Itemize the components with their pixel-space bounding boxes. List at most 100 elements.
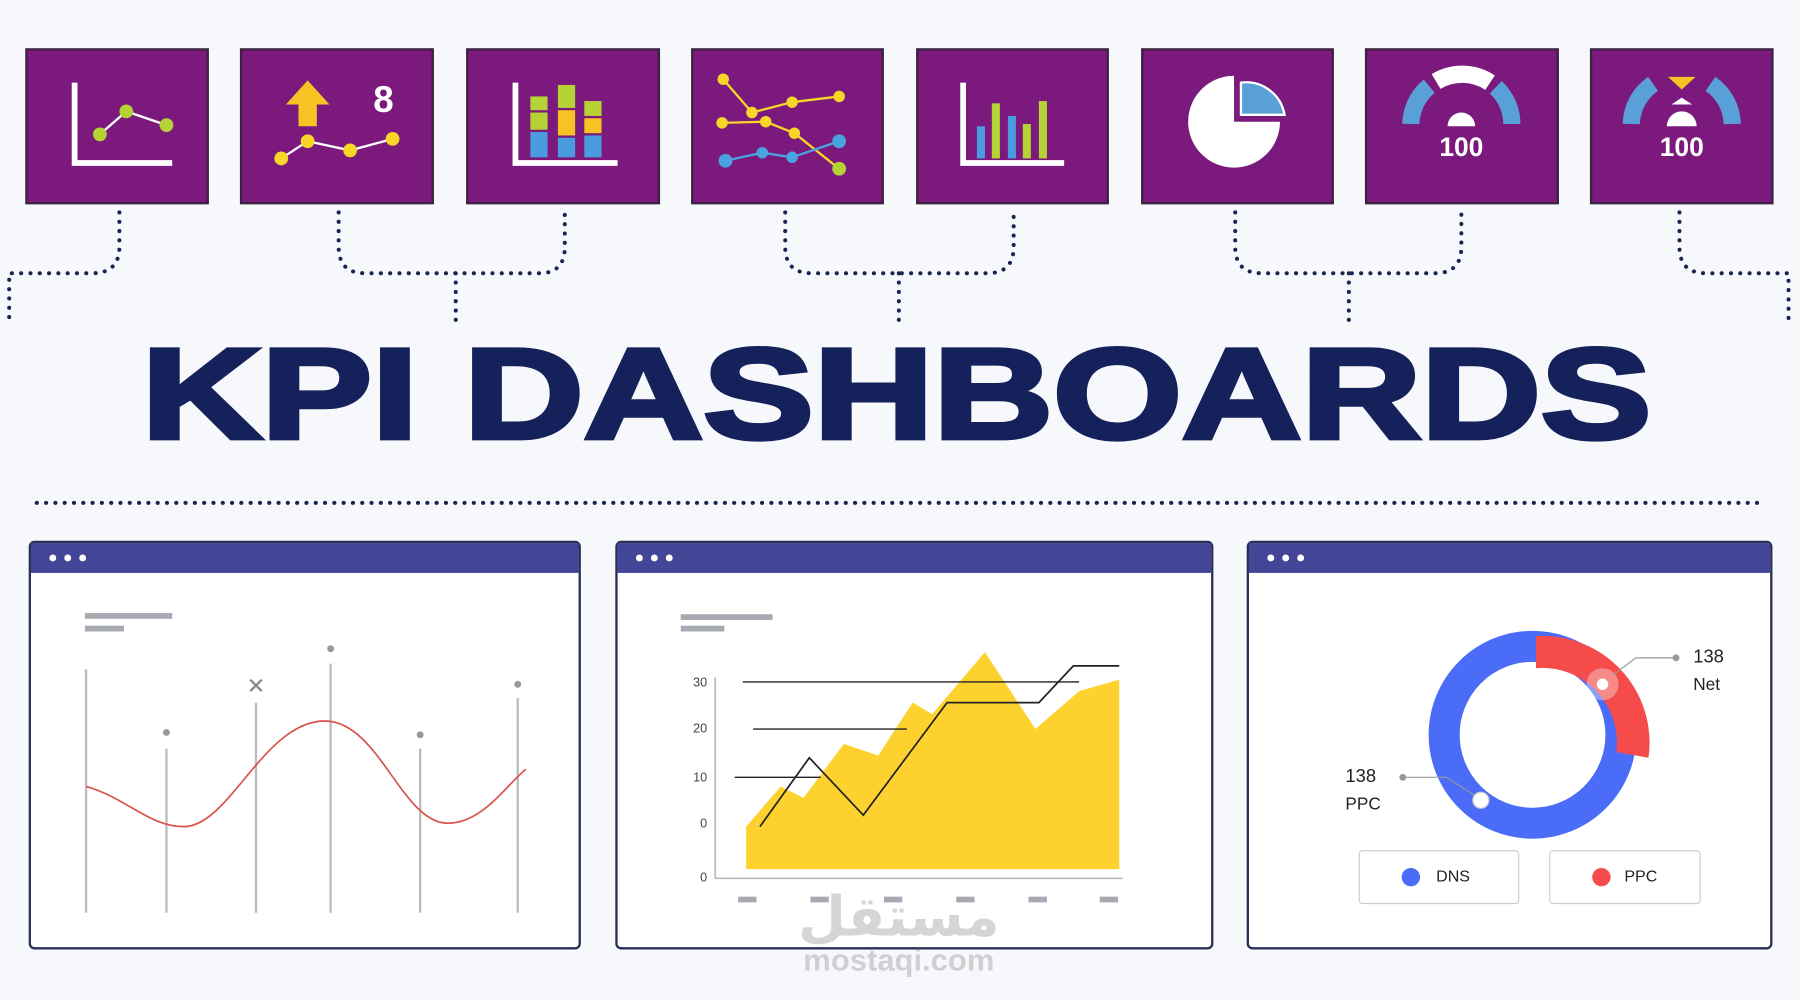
donut-panel-shape	[1612, 657, 1677, 676]
donut-panel-shape-shape	[1267, 554, 1275, 562]
y-label: 0	[700, 817, 707, 831]
wave-panel-shape	[30, 543, 579, 573]
icon-stacked-bars-shape	[557, 137, 576, 158]
icon-stacked-bars-shape	[557, 84, 576, 108]
y-label: 10	[693, 771, 707, 785]
icon-growth-shape	[300, 134, 315, 149]
wave-panel-shape	[84, 625, 124, 632]
icon-growth-shape	[239, 48, 434, 205]
area-panel-shape	[680, 625, 725, 632]
icon-number: 8	[373, 79, 393, 120]
icon-gauge-target-shape	[1622, 76, 1659, 125]
icon-line-chart-shape	[119, 104, 134, 119]
area-panel-shape	[714, 677, 1123, 880]
area-panel-shape	[617, 543, 1212, 573]
icon-stacked-bars-shape	[584, 118, 602, 134]
icon-bars-shape	[1007, 115, 1016, 159]
icon-pie-shape	[1239, 81, 1286, 116]
icon-network-shape	[722, 120, 840, 170]
icon-row: 8 100	[25, 48, 1774, 205]
donut-panel: 138 Net 138 PPC DNS PPC	[1246, 540, 1773, 950]
area-panel-shape-shape	[650, 554, 658, 562]
icon-growth: 8	[239, 48, 434, 205]
donut-panel-shape-shape	[1282, 554, 1290, 562]
wave-panel-shape-shape	[163, 729, 170, 736]
icon-line-chart-shape	[92, 127, 107, 142]
icon-line-chart-shape	[71, 82, 173, 166]
icon-network-shape	[832, 161, 847, 176]
area-panel: 30 20 10 0 0	[615, 540, 1214, 950]
icon-network-shape-shape	[718, 153, 733, 168]
wave-panel-shape-shape	[416, 731, 424, 739]
icon-network-shape-shape	[716, 117, 728, 129]
y-label: 20	[693, 721, 707, 735]
area-panel-shape	[738, 896, 1119, 903]
area-panel-shape	[635, 554, 673, 562]
wave-panel-shape	[84, 613, 173, 619]
donut-panel-shape	[1535, 635, 1650, 758]
donut-panel-shape	[1402, 776, 1479, 799]
icon-network-shape-shape	[786, 151, 798, 164]
icon-stacked-bars-shape	[530, 132, 548, 158]
icon-pie	[1141, 48, 1334, 205]
icon-network-shape-shape	[756, 146, 768, 159]
icon-gauge-shape	[1489, 80, 1521, 125]
icon-bars-shape	[1022, 123, 1031, 159]
icon-line-chart	[25, 48, 209, 205]
legend-label: DNS	[1436, 867, 1470, 885]
icon-network-shape-shape	[832, 134, 847, 149]
connectors-shape	[783, 210, 1016, 326]
icon-gauge-target: 100	[1589, 48, 1774, 205]
callout-value: 138	[1345, 765, 1376, 786]
icon-gauge-shape	[1447, 112, 1476, 127]
icon-network-shape-shape	[833, 90, 845, 103]
icon-bars	[916, 48, 1109, 205]
donut-panel-shape	[1549, 850, 1701, 905]
icon-growth-shape	[385, 132, 400, 146]
icon-growth-shape	[285, 80, 330, 127]
y-label: 0	[700, 871, 707, 885]
watermark: مستقل mostaqi.com	[798, 885, 999, 977]
area-panel-shape	[680, 614, 773, 620]
wave-panel-shape-shape	[79, 554, 87, 562]
icon-growth-shape	[343, 143, 358, 158]
icon-bars-shape	[1038, 101, 1047, 159]
connectors-shape	[7, 210, 122, 326]
gauge-value: 100	[1660, 132, 1704, 162]
y-label: 30	[693, 675, 707, 689]
donut-panel-shape	[1248, 543, 1771, 573]
area-panel-shape-shape	[738, 896, 757, 903]
icon-gauge-target-shape	[1671, 97, 1693, 105]
donut-panel-shape	[1267, 554, 1305, 562]
main-title: KPI DASHBOARDS	[142, 323, 1652, 466]
icon-gauge-shape	[1431, 65, 1495, 91]
callout-label: PPC	[1345, 793, 1380, 813]
icon-network-shape	[716, 73, 845, 139]
icon-gauge-shape	[1402, 79, 1436, 125]
wave-panel-shape-shape	[64, 554, 72, 562]
connectors-shape	[1233, 210, 1464, 326]
icon-network-shape-shape	[759, 115, 772, 128]
wave-panel-shape	[85, 720, 527, 828]
icon-network-shape	[722, 78, 840, 114]
icon-gauge-target-shape	[1666, 111, 1697, 127]
connectors-shape	[1677, 210, 1791, 326]
area-panel-shape-shape	[635, 554, 643, 562]
icon-stacked-bars-shape	[530, 112, 548, 130]
legend-label: PPC	[1624, 867, 1657, 885]
donut-panel-shape	[1399, 773, 1407, 781]
donut-panel-shape	[1246, 540, 1773, 950]
icon-network-shape	[725, 140, 840, 162]
area-panel-shape	[746, 652, 1120, 870]
icon-network-shape-shape	[746, 106, 758, 119]
icon-gauge-target-shape	[1667, 76, 1696, 90]
gauge-value: 100	[1439, 132, 1483, 162]
icon-stacked-bars-shape	[512, 82, 618, 166]
area-panel-shape-shape	[1028, 896, 1047, 903]
wave-panel-shape	[49, 554, 87, 562]
wave-panel	[28, 540, 581, 950]
icon-network-shape	[718, 134, 847, 168]
wave-panel-shape-shape	[49, 554, 57, 562]
icon-network-shape-shape	[717, 73, 729, 85]
